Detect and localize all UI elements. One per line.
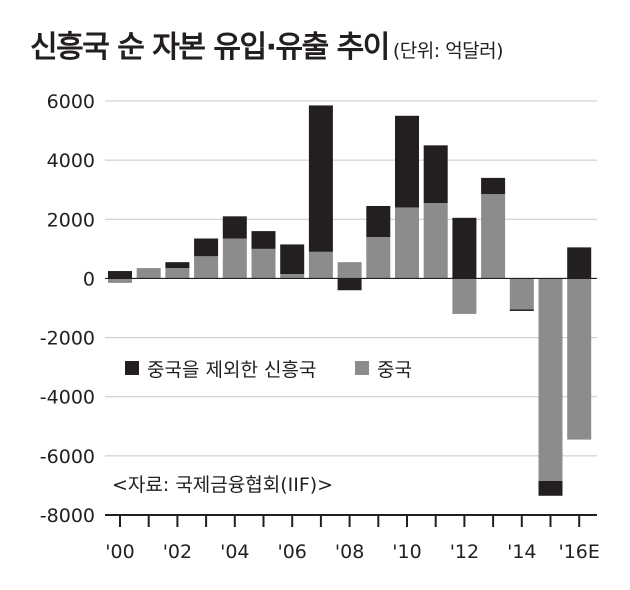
bar-china	[567, 278, 592, 440]
bar-china	[481, 194, 506, 279]
bar-other-emerging	[395, 115, 419, 208]
bar-china	[251, 248, 276, 279]
x-tick-label: '10	[392, 541, 421, 563]
bar-other-emerging	[567, 247, 592, 279]
legend-swatch	[355, 361, 369, 375]
bar-china	[538, 278, 563, 481]
x-tick-label: '12	[450, 541, 479, 563]
x-tick-label: '16E	[558, 541, 599, 563]
bar-china	[222, 238, 247, 279]
bar-other-emerging	[251, 231, 276, 249]
x-tick-label: '02	[163, 541, 192, 563]
bar-other-emerging	[194, 238, 219, 257]
source-note: <자료: 국제금융협회(IIF)>	[112, 474, 333, 496]
x-tick-label: '06	[277, 541, 306, 563]
y-tick-label: -6000	[40, 446, 95, 468]
x-tick-label: '08	[335, 541, 364, 563]
bar-china	[452, 278, 477, 314]
x-tick-label: '14	[507, 541, 536, 563]
bar-other-emerging	[308, 105, 333, 252]
bar-other-emerging	[222, 216, 247, 239]
legend-label: 중국	[377, 359, 412, 381]
bar-other-emerging	[366, 205, 391, 238]
bar-other-emerging	[108, 271, 132, 279]
bar-china	[308, 251, 333, 279]
bar-other-emerging	[481, 177, 506, 195]
bar-china	[280, 273, 305, 279]
title-text: 신흥국 순 자본 유입·유출 추이	[30, 30, 390, 65]
bar-other-emerging	[509, 309, 534, 311]
bar-china	[165, 268, 190, 279]
y-tick-label: -2000	[40, 328, 95, 350]
legend-label: 중국을 제외한 신흥국	[147, 359, 316, 381]
bar-china	[136, 268, 161, 279]
bar-other-emerging	[423, 145, 448, 204]
x-tick-label: '04	[220, 541, 249, 563]
bar-china	[108, 278, 132, 283]
y-tick-label: 4000	[47, 150, 95, 172]
chart-title: 신흥국 순 자본 유입·유출 추이 (단위: 억달러)	[30, 22, 504, 66]
bar-other-emerging	[337, 278, 362, 291]
y-tick-label: 0	[83, 268, 95, 290]
y-tick-label: 2000	[47, 209, 95, 231]
bar-china	[366, 237, 391, 279]
y-tick-label: -4000	[40, 387, 95, 409]
x-tick-label: '00	[105, 541, 134, 563]
unit-label: (단위: 억달러)	[392, 40, 504, 62]
bar-other-emerging	[538, 480, 563, 496]
bar-china	[337, 262, 362, 279]
bar-china	[395, 207, 419, 279]
bar-other-emerging	[280, 244, 305, 274]
bar-china	[194, 256, 219, 279]
y-tick-label: -8000	[40, 505, 95, 527]
bar-china	[423, 203, 448, 279]
bar-other-emerging	[165, 262, 190, 269]
bar-china	[509, 278, 534, 310]
y-tick-label: 6000	[47, 91, 95, 113]
legend-swatch	[125, 361, 139, 375]
bar-other-emerging	[452, 217, 477, 279]
